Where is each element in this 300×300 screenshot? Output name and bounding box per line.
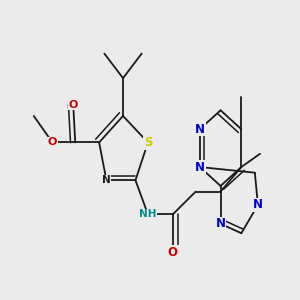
Text: O: O [168,246,178,259]
Text: N: N [195,160,205,173]
Text: O: O [48,137,57,147]
Text: O: O [68,100,78,110]
Text: N: N [216,217,226,230]
Text: N: N [253,198,263,212]
Text: N: N [195,123,205,136]
Text: NH: NH [139,209,157,219]
Text: N: N [102,175,111,185]
Text: S: S [144,136,152,149]
